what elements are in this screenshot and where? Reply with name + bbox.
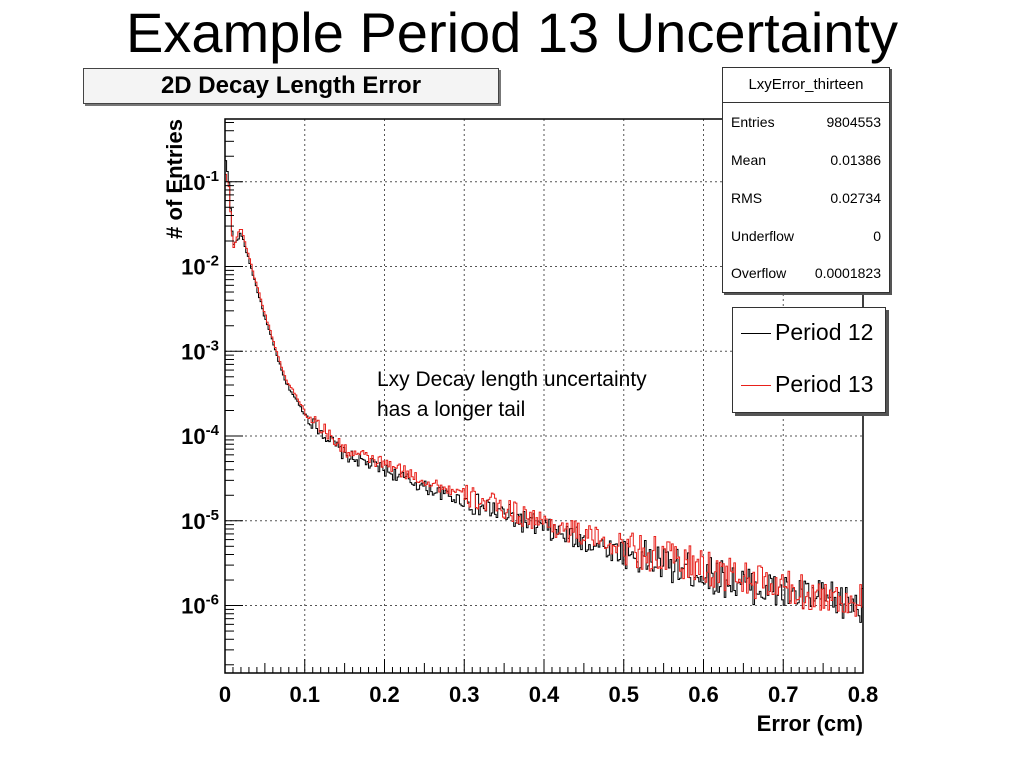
x-tick-label: 0.7 (768, 682, 799, 707)
x-tick-label: 0.5 (608, 682, 639, 707)
y-tick-label: 10-1 (181, 168, 219, 195)
stats-value: 9804553 (826, 114, 881, 130)
statistics-box: LxyError_thirteen Entries 9804553 Mean 0… (722, 67, 890, 293)
x-tick-label: 0.3 (449, 682, 480, 707)
y-tick-label: 10-6 (181, 592, 219, 619)
stats-value: 0 (873, 228, 881, 244)
stats-row-entries: Entries 9804553 (731, 114, 881, 134)
stats-value: 0.0001823 (814, 265, 881, 281)
slide-title: Example Period 13 Uncertainty (126, 1, 898, 64)
histogram-title: 2D Decay Length Error (160, 72, 422, 99)
annotation-line-1: Lxy Decay length uncertainty (377, 368, 647, 391)
x-tick-label: 0.2 (369, 682, 400, 707)
legend-item-period-12: Period 12 (739, 318, 883, 348)
y-tick-label: 10-3 (181, 337, 219, 364)
x-tick-label: 0.8 (848, 682, 879, 707)
x-tick-label: 0 (219, 682, 231, 707)
histogram-title-box: 2D Decay Length Error (83, 68, 499, 104)
x-tick-label: 0.4 (529, 682, 560, 707)
stats-label: Underflow (731, 228, 795, 244)
stats-value: 0.02734 (830, 190, 881, 206)
legend-swatch (741, 385, 771, 386)
x-tick-label: 0.6 (688, 682, 719, 707)
annotation-line-2: has a longer tail (377, 398, 526, 421)
stats-histogram-name: LxyError_thirteen (723, 68, 889, 103)
stats-label: Entries (731, 114, 775, 130)
axis-ticks (224, 122, 864, 673)
y-axis-title: # of Entries (162, 119, 187, 239)
stats-value: 0.01386 (830, 152, 881, 168)
legend: Period 12 Period 13 (732, 307, 886, 413)
legend-label: Period 12 (775, 319, 874, 345)
stats-label: Overflow (731, 265, 787, 281)
stats-row-underflow: Underflow 0 (731, 228, 881, 248)
legend-item-period-13: Period 13 (739, 370, 883, 400)
y-tick-label: 10-2 (181, 253, 219, 280)
legend-swatch (741, 333, 771, 334)
axis-labels: 0 0.1 0.2 0.3 0.4 0.5 0.6 0.7 0.8 10-1 10-2 10-3 10-… (162, 119, 878, 736)
histogram-series (225, 160, 863, 623)
stats-row-mean: Mean 0.01386 (731, 152, 881, 172)
stats-row-rms: RMS 0.02734 (731, 190, 881, 210)
stats-label: Mean (731, 152, 767, 168)
annotation: Lxy Decay length uncertainty has a longe… (377, 365, 737, 425)
x-axis-title: Error (cm) (757, 711, 863, 736)
y-tick-label: 10-5 (181, 507, 219, 534)
x-tick-label: 0.1 (289, 682, 320, 707)
legend-label: Period 13 (775, 371, 874, 397)
y-tick-label: 10-4 (181, 422, 219, 449)
stats-row-overflow: Overflow 0.0001823 (731, 265, 881, 285)
histogram-series-period-13 (225, 173, 863, 617)
stats-label: RMS (731, 190, 763, 206)
